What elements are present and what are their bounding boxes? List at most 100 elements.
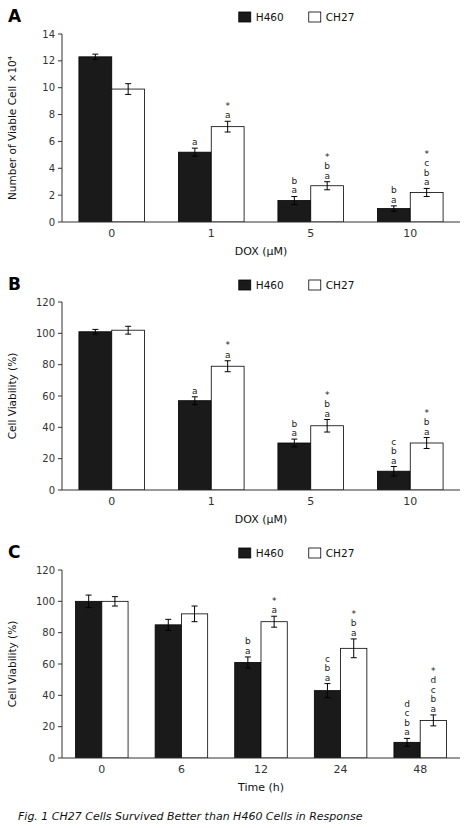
y-tick-label: 0 bbox=[49, 217, 55, 228]
error-line bbox=[353, 639, 354, 658]
annotation-line: a bbox=[324, 409, 330, 419]
y-tick-label: 20 bbox=[42, 721, 55, 732]
bar bbox=[420, 720, 446, 758]
error-cap bbox=[112, 606, 118, 607]
annotation-line: c bbox=[431, 685, 436, 695]
x-tick-label: 0 bbox=[108, 495, 115, 508]
annotation-line: a bbox=[431, 704, 437, 714]
annotation: cba bbox=[391, 437, 397, 466]
bar bbox=[178, 401, 211, 490]
annotation: *cba bbox=[424, 149, 430, 188]
error-cap bbox=[225, 360, 231, 361]
annotation: *ba bbox=[324, 152, 330, 181]
y-tick-label: 0 bbox=[49, 753, 55, 764]
annotation: ba bbox=[291, 419, 297, 439]
y-tick bbox=[58, 333, 62, 334]
legend-swatch bbox=[239, 12, 251, 22]
error-cap bbox=[404, 746, 410, 747]
error-line bbox=[95, 54, 96, 59]
y-tick-label: 14 bbox=[42, 29, 55, 40]
legend-label: H460 bbox=[256, 279, 284, 291]
error-bar bbox=[291, 196, 297, 204]
error-cap bbox=[86, 595, 92, 596]
error-cap bbox=[424, 196, 430, 197]
error-cap bbox=[424, 448, 430, 449]
error-bar bbox=[271, 616, 277, 627]
error-line bbox=[227, 361, 228, 372]
annotation-line: * bbox=[424, 408, 429, 418]
error-bar bbox=[324, 684, 330, 698]
legend-label: CH27 bbox=[326, 279, 355, 291]
annotation-line: * bbox=[424, 149, 429, 159]
error-line bbox=[393, 206, 394, 211]
error-cap bbox=[112, 596, 118, 597]
error-cap bbox=[192, 404, 198, 405]
error-cap bbox=[92, 334, 98, 335]
error-cap bbox=[192, 606, 198, 607]
legend-swatch bbox=[309, 548, 321, 558]
x-tick-label: 10 bbox=[403, 227, 417, 240]
y-tick bbox=[58, 195, 62, 196]
y-tick-label: 120 bbox=[36, 297, 55, 308]
legend-label: CH27 bbox=[326, 547, 355, 559]
annotation-line: b bbox=[391, 446, 397, 456]
y-tick-label: 60 bbox=[42, 391, 55, 402]
error-cap bbox=[192, 156, 198, 157]
x-axis-label: DOX (μM) bbox=[235, 245, 288, 258]
annotation-line: b bbox=[404, 718, 410, 728]
error-line bbox=[128, 84, 129, 95]
annotation: *dcba bbox=[430, 666, 436, 714]
y-tick bbox=[58, 168, 62, 169]
y-tick-label: 10 bbox=[42, 82, 55, 93]
annotation-line: * bbox=[225, 340, 230, 350]
annotation: ba bbox=[391, 185, 397, 205]
y-tick bbox=[58, 664, 62, 665]
annotation-line: a bbox=[324, 171, 330, 181]
error-bar bbox=[291, 439, 297, 447]
y-tick bbox=[58, 60, 62, 61]
x-axis bbox=[62, 758, 460, 759]
bar bbox=[261, 622, 287, 758]
error-cap bbox=[125, 94, 131, 95]
annotation-line: a bbox=[225, 350, 231, 360]
annotation-line: b bbox=[430, 694, 436, 704]
annotation: cba bbox=[325, 654, 331, 683]
error-cap bbox=[291, 439, 297, 440]
bar bbox=[278, 443, 311, 490]
annotation-line: b bbox=[424, 168, 430, 178]
legend: H460CH27 bbox=[239, 11, 355, 23]
annotation: ba bbox=[291, 176, 297, 196]
error-cap bbox=[424, 437, 430, 438]
error-cap bbox=[192, 396, 198, 397]
error-line bbox=[327, 684, 328, 698]
y-tick bbox=[58, 34, 62, 35]
error-line bbox=[393, 467, 394, 476]
y-tick bbox=[58, 302, 62, 303]
error-bar bbox=[324, 420, 330, 433]
annotation-line: * bbox=[351, 609, 356, 619]
legend: H460 CH27 bbox=[239, 279, 355, 291]
annotation-line: a bbox=[391, 456, 397, 466]
error-bar bbox=[324, 182, 330, 190]
error-cap bbox=[391, 211, 397, 212]
annotation-line: b bbox=[324, 399, 330, 409]
error-bar bbox=[86, 595, 92, 608]
annotation-line: * bbox=[225, 101, 230, 111]
x-tick-label: 6 bbox=[178, 763, 185, 776]
annotation-line: a bbox=[351, 628, 357, 638]
annotation: *a bbox=[225, 101, 231, 121]
annotation-line: d bbox=[404, 699, 410, 709]
y-tick bbox=[58, 427, 62, 428]
annotation-line: a bbox=[225, 110, 231, 120]
error-bar bbox=[245, 657, 251, 668]
annotation-line: a bbox=[424, 177, 430, 187]
y-tick-label: 12 bbox=[42, 55, 55, 66]
annotation-line: b bbox=[424, 417, 430, 427]
error-cap bbox=[225, 121, 231, 122]
error-bar bbox=[391, 467, 397, 476]
annotation-line: c bbox=[391, 437, 396, 447]
y-axis-label: Cell Viability (%) bbox=[6, 621, 18, 708]
bar bbox=[211, 127, 244, 222]
background bbox=[0, 0, 474, 828]
error-bar bbox=[225, 361, 231, 372]
